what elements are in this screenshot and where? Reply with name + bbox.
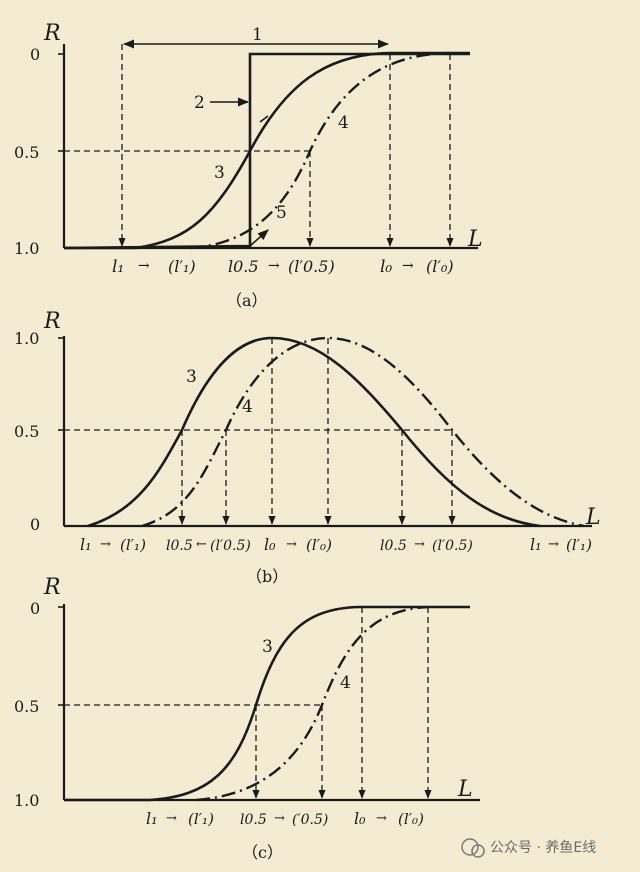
panel-c-xtick-l05p: (′0.5) xyxy=(292,812,328,828)
panel-c-xtick-arrow3: → xyxy=(376,811,387,826)
panel-b-xtick-l0p: (l′₀) xyxy=(306,536,332,554)
panel-b-xtick-arrow4: → xyxy=(414,537,425,552)
panel-b: R L 1.0 0.5 0 3 4 l₁ → (l′₁) l0.5 ← (l′0… xyxy=(14,309,601,586)
panel-c-xtick-arrow1: → xyxy=(166,811,177,826)
panel-c-curve-4 xyxy=(195,605,429,802)
panel-b-ytick-05: 0.5 xyxy=(14,422,39,441)
panel-a-xtick-l0: l₀ xyxy=(380,257,392,277)
panel-c-caption: （c） xyxy=(242,843,283,862)
panel-c-label-3: 3 xyxy=(262,637,273,657)
panel-b-xtick-l0: l₀ xyxy=(264,535,276,554)
panel-a-label-1: 1 xyxy=(252,25,263,45)
panel-a-xtick-l1p: (l′₁) xyxy=(168,257,196,276)
panel-b-xtick-l05pb: (l′0.5) xyxy=(432,538,473,554)
panel-b-label-4: 4 xyxy=(242,397,253,417)
panel-a-label-5: 5 xyxy=(276,203,287,223)
panel-b-ytick-0: 0 xyxy=(30,515,40,534)
panel-a-y-title: R xyxy=(43,21,61,46)
panel-b-xtick-l05: l0.5 xyxy=(166,538,193,554)
panel-c-curve-3 xyxy=(64,605,470,802)
panel-c-x-title: L xyxy=(457,777,473,802)
panel-c-ytick-0: 0 xyxy=(30,599,40,618)
panel-a-caption: （a） xyxy=(226,291,268,310)
panel-c-xtick-l05: l0.5 xyxy=(240,812,267,828)
panel-a-xtick-l05: l0.5 xyxy=(228,257,259,276)
panel-a-label-4: 4 xyxy=(338,113,349,133)
panel-a-xtick-l0p: (l′₀) xyxy=(426,257,454,276)
panel-b-xtick-l05b: l0.5 xyxy=(380,538,407,554)
panel-a-ytick-05: 0.5 xyxy=(14,143,39,162)
panel-a-ytick-0: 0 xyxy=(30,45,40,64)
panel-a-ytick-10: 1.0 xyxy=(14,239,39,258)
panel-c-xtick-l1: l₁ xyxy=(146,809,158,828)
panel-a-xtick-arrow2: → xyxy=(268,258,280,274)
panel-b-xtick-arrow3: → xyxy=(286,537,297,552)
panel-b-xtick-l05p: (l′0.5) xyxy=(210,538,251,554)
panel-b-xtick-arrow2: ← xyxy=(196,537,207,552)
panel-a-label-3: 3 xyxy=(214,163,225,183)
panel-b-xtick-arrow5: → xyxy=(548,537,559,552)
panel-b-label-3: 3 xyxy=(186,367,197,387)
panel-b-caption: （b） xyxy=(246,567,288,586)
watermark-text: 公众号 · 养鱼E线 xyxy=(490,839,596,856)
panel-b-xtick-l1: l₁ xyxy=(80,535,92,554)
panel-b-curve-3 xyxy=(87,336,541,528)
panel-c-label-4: 4 xyxy=(340,673,351,693)
panel-a: R L 0 0.5 1.0 1 2 3 4 5 l xyxy=(14,21,483,310)
panel-b-xtick-l1pb: (l′₁) xyxy=(566,536,592,554)
panel-a-pointer-3tick xyxy=(259,115,269,123)
panel-a-xtick-l1: l₁ xyxy=(112,257,124,277)
panel-a-xtick-arrow3: → xyxy=(402,258,414,274)
panel-c-xtick-l1p: (l′₁) xyxy=(188,810,214,828)
panel-b-x-title: L xyxy=(585,505,601,530)
panel-c-y-title: R xyxy=(43,575,61,600)
wechat-icon xyxy=(461,838,479,856)
panel-b-y-title: R xyxy=(43,309,61,334)
panel-c-xtick-l0p: (l′₀) xyxy=(398,810,424,828)
panel-a-curve-3 xyxy=(64,51,470,250)
panel-a-curve-5-pointer xyxy=(249,229,269,247)
panel-c-ytick-10: 1.0 xyxy=(14,791,39,810)
panel-c-xtick-l0: l₀ xyxy=(354,809,366,828)
watermark: 公众号 · 养鱼E线 xyxy=(461,838,596,858)
wechat-icon-inner xyxy=(471,844,485,858)
panel-b-ytick-10: 1.0 xyxy=(14,329,39,348)
panel-b-curve-4 xyxy=(141,336,585,528)
panel-a-xtick-l05p: (l′0.5) xyxy=(288,257,335,276)
panel-a-x-title: L xyxy=(467,227,483,252)
panel-a-xtick-arrow1: → xyxy=(138,258,150,274)
panel-c-ytick-05: 0.5 xyxy=(14,697,39,716)
panel-c: R L 0 0.5 1.0 3 4 l₁ → (l′₁) l0.5 → (′0.… xyxy=(14,575,480,862)
panel-b-xtick-l1p: (l′₁) xyxy=(120,536,146,554)
panel-a-label-2: 2 xyxy=(194,93,205,113)
panel-b-xtick-l1b: l₁ xyxy=(530,535,542,554)
panel-b-xtick-arrow1: → xyxy=(100,537,111,552)
panel-c-xtick-arrow2: → xyxy=(274,811,285,826)
